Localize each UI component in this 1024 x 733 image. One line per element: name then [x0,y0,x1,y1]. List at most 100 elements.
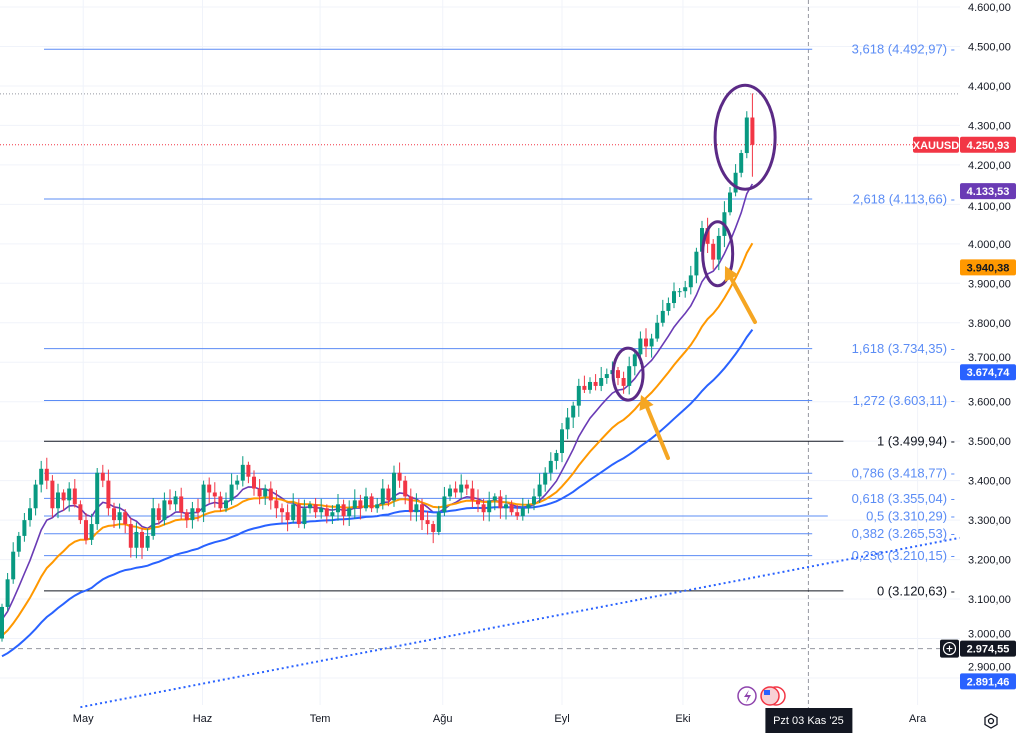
candle[interactable] [672,282,676,309]
candle[interactable] [106,469,111,516]
candle[interactable] [616,366,620,386]
candle[interactable] [655,314,660,342]
candle[interactable] [263,484,268,505]
candle[interactable] [694,247,699,284]
candle[interactable] [560,423,564,463]
candle[interactable] [436,505,441,536]
candle[interactable] [28,498,32,527]
candle[interactable] [56,483,60,519]
candle[interactable] [571,401,576,428]
price-tag[interactable]: 4.133,53 [960,183,1016,200]
candle[interactable] [739,149,744,178]
candle[interactable] [313,498,318,519]
candle[interactable] [386,484,391,507]
candle[interactable] [543,467,548,492]
candle[interactable] [453,481,458,498]
candle[interactable] [392,465,396,507]
candle[interactable] [280,503,284,523]
candle[interactable] [565,408,570,440]
candle[interactable] [212,482,217,508]
candle[interactable] [196,498,200,522]
candle[interactable] [660,299,665,327]
candle[interactable] [728,186,732,216]
candle[interactable] [84,513,88,545]
annotation-ellipse[interactable] [713,83,777,191]
candle[interactable] [319,498,324,519]
candle[interactable] [224,492,228,513]
candle[interactable] [218,491,223,512]
candle[interactable] [470,480,475,508]
candle[interactable] [644,328,648,357]
candle[interactable] [464,479,469,496]
candle[interactable] [100,464,105,488]
candle[interactable] [235,475,240,490]
candle[interactable] [50,475,55,518]
candle[interactable] [588,377,592,394]
candle[interactable] [140,528,144,559]
candle[interactable] [403,475,408,505]
candle[interactable] [677,288,682,298]
candle[interactable] [364,487,368,512]
candle[interactable] [134,522,139,559]
candle[interactable] [425,511,430,535]
candle[interactable] [39,460,44,493]
candle[interactable] [0,603,4,642]
candle[interactable] [515,505,520,520]
candle[interactable] [112,502,116,528]
events-markers[interactable] [737,686,786,706]
candle[interactable] [78,500,83,524]
candle[interactable] [414,493,419,522]
candle[interactable] [627,356,632,395]
annotation-ellipse[interactable] [611,346,645,402]
candle[interactable] [599,366,604,392]
candle[interactable] [179,487,184,520]
candle[interactable] [442,486,447,517]
candle[interactable] [291,493,296,524]
candle[interactable] [352,489,357,519]
candle[interactable] [341,499,346,526]
candle[interactable] [582,375,587,394]
candle[interactable] [632,350,637,376]
candle[interactable] [274,490,279,519]
candle[interactable] [190,501,195,529]
candle[interactable] [285,504,290,532]
candle[interactable] [207,477,212,503]
candle[interactable] [72,479,77,508]
candle[interactable] [252,470,256,496]
candle[interactable] [257,479,262,505]
candle[interactable] [162,492,167,526]
candle[interactable] [5,572,10,611]
candle[interactable] [44,457,49,490]
candle[interactable] [716,228,721,271]
candle[interactable] [649,333,654,358]
candle[interactable] [308,501,312,514]
candle[interactable] [397,462,402,488]
candle[interactable] [733,164,738,197]
candle[interactable] [67,482,72,512]
candle[interactable] [532,488,536,511]
add-alert-button[interactable] [940,639,959,658]
candle[interactable] [240,456,245,487]
candle[interactable] [504,494,508,520]
candle[interactable] [481,498,486,521]
annotation-ellipse[interactable] [701,220,735,288]
candle[interactable] [537,473,542,503]
price-tag[interactable]: 2.974,55 [940,639,1016,658]
candle[interactable] [750,93,755,177]
price-tag[interactable]: 2.891,46 [960,673,1016,690]
candle[interactable] [509,500,514,516]
candle[interactable] [683,280,688,298]
candle[interactable] [548,452,553,481]
candle[interactable] [666,297,671,316]
candle[interactable] [431,520,436,544]
settings-gear-icon[interactable] [984,713,998,729]
candle[interactable] [95,468,100,530]
candle[interactable] [380,479,385,510]
candle[interactable] [487,491,492,522]
candle[interactable] [520,498,525,521]
annotation-arrow[interactable] [724,266,757,324]
candle[interactable] [123,509,128,534]
candle[interactable] [22,513,27,542]
candle[interactable] [61,489,66,511]
candle[interactable] [168,489,172,511]
